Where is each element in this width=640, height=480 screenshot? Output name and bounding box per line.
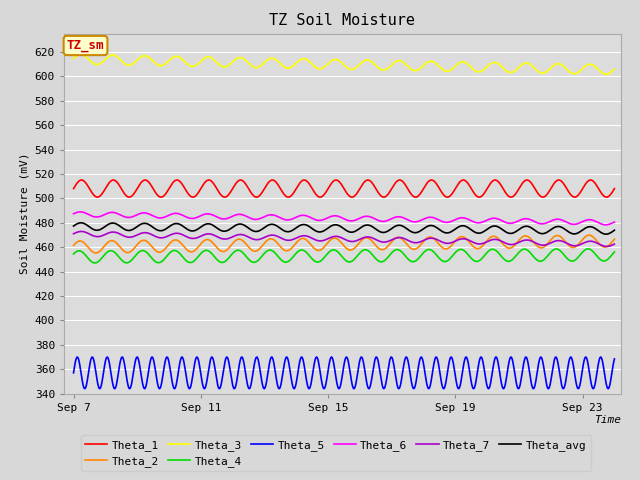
Theta_6 [536,221,544,227]
Theta_4 [385,254,392,260]
Theta_2 [415,244,422,250]
Theta_4 [536,258,544,264]
Theta_2 [385,243,392,249]
Theta_6 [415,218,422,224]
Line: Theta_avg: Theta_avg [74,223,614,234]
Theta_2 [481,241,488,247]
Theta_7 [104,230,111,236]
Theta_5 [70,370,77,376]
Theta_7 [611,241,618,247]
Theta_7 [399,235,406,241]
Theta_avg [399,223,406,229]
Theta_2 [70,242,77,248]
Theta_1 [385,190,393,196]
Y-axis label: Soil Moisture (mV): Soil Moisture (mV) [19,153,29,275]
Theta_3 [385,65,392,71]
Theta_1 [481,189,489,195]
Theta_5 [611,356,618,362]
Theta_6 [611,219,618,225]
Line: Theta_2: Theta_2 [74,235,614,253]
Theta_1 [537,193,545,199]
Theta_2 [536,245,544,251]
Theta_2 [92,250,100,256]
Theta_3 [481,66,488,72]
Theta_1 [78,177,86,183]
Line: Theta_6: Theta_6 [74,212,614,225]
Theta_5 [385,365,392,371]
Theta_2 [586,232,593,238]
Theta_1 [70,186,77,192]
Theta_avg [415,229,422,235]
Theta_2 [104,240,111,246]
Theta_4 [104,249,111,255]
Theta_5 [103,354,111,360]
Line: Theta_7: Theta_7 [74,231,614,246]
Theta_6 [76,209,84,215]
Theta_3 [602,72,610,77]
Theta_avg [536,230,544,236]
Theta_avg [481,228,488,234]
Line: Theta_1: Theta_1 [74,180,614,197]
Theta_5 [399,370,406,376]
Theta_avg [70,223,77,229]
Theta_avg [385,228,392,234]
Theta_6 [70,211,77,216]
Theta_avg [77,220,85,226]
Theta_7 [77,228,85,234]
Theta_6 [602,222,609,228]
Theta_5 [148,354,156,360]
Theta_1 [104,181,112,187]
Line: Theta_5: Theta_5 [74,357,614,389]
Theta_2 [611,236,618,242]
Theta_4 [584,246,592,252]
Theta_7 [481,240,488,246]
Theta_4 [70,251,77,257]
Text: Time: Time [594,415,621,425]
Theta_4 [481,252,488,258]
Theta_7 [70,231,77,237]
Theta_4 [91,260,99,266]
Theta_6 [385,217,392,223]
Theta_4 [399,250,406,256]
Theta_avg [611,228,618,233]
Theta_6 [104,210,111,216]
Line: Theta_4: Theta_4 [74,249,614,263]
Legend: Theta_1, Theta_2, Theta_3, Theta_4, Theta_5, Theta_6, Theta_7, Theta_avg: Theta_1, Theta_2, Theta_3, Theta_4, Thet… [81,435,591,471]
Theta_1 [93,194,101,200]
Theta_3 [77,52,85,58]
Theta_5 [481,368,488,373]
Theta_5 [484,386,492,392]
Theta_7 [385,239,392,244]
Theta_3 [536,70,544,75]
Theta_6 [399,215,406,220]
Theta_7 [603,243,611,249]
Theta_3 [70,56,77,61]
Theta_1 [399,179,407,185]
Text: TZ_sm: TZ_sm [67,39,104,52]
Theta_2 [399,237,406,242]
Theta_3 [399,59,406,65]
Theta_7 [415,240,422,245]
Theta_5 [415,362,422,368]
Theta_5 [537,354,545,360]
Theta_avg [104,222,111,228]
Title: TZ Soil Moisture: TZ Soil Moisture [269,13,415,28]
Theta_avg [602,231,610,237]
Theta_4 [611,249,618,255]
Theta_1 [415,192,423,198]
Theta_3 [104,55,111,60]
Line: Theta_3: Theta_3 [74,55,614,74]
Theta_1 [611,186,618,192]
Theta_6 [481,218,488,224]
Theta_3 [611,66,618,72]
Theta_3 [415,67,422,72]
Theta_4 [415,255,422,261]
Theta_7 [536,242,544,248]
